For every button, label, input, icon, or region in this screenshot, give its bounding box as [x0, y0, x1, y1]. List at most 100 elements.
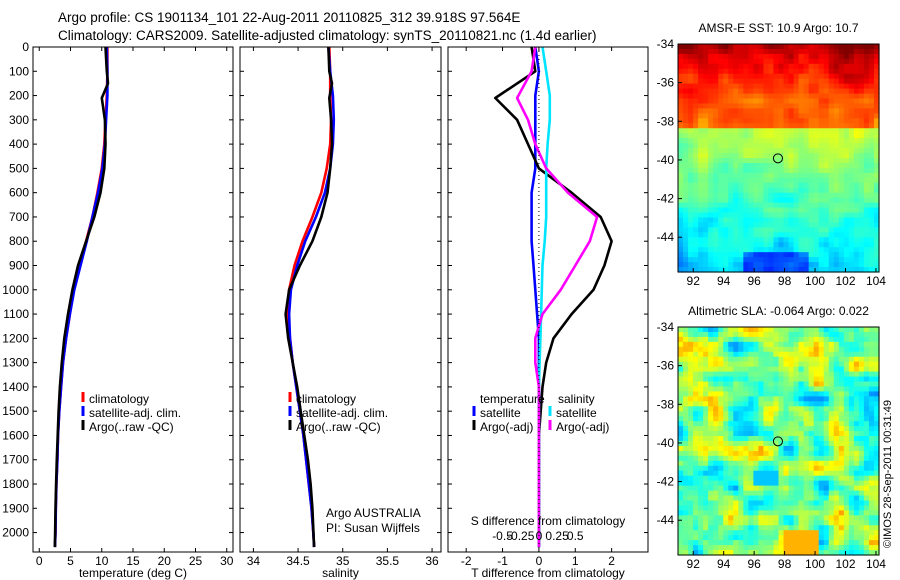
- heatmap-cell: [683, 421, 689, 427]
- heatmap-cell: [778, 505, 785, 511]
- heatmap-cell: [848, 396, 855, 402]
- heatmap-cell: [678, 336, 684, 343]
- heatmap-cell: [678, 98, 684, 105]
- heatmap-cell: [803, 431, 810, 437]
- heatmap-cell: [873, 237, 880, 243]
- heatmap-cell: [793, 520, 800, 526]
- heatmap-cell: [753, 177, 760, 184]
- heatmap-cell: [758, 202, 765, 209]
- heatmap-cell: [723, 48, 729, 55]
- heatmap-cell: [863, 262, 870, 268]
- heatmap-cell: [708, 202, 714, 209]
- heatmap-cell: [798, 242, 805, 248]
- heatmap-cell: [753, 182, 760, 189]
- heatmap-cell: [743, 376, 749, 383]
- heatmap-cell: [858, 545, 865, 551]
- heatmap-cell: [733, 53, 739, 60]
- heatmap-cell: [858, 242, 865, 248]
- heatmap-cell: [733, 535, 739, 541]
- heatmap-cell: [838, 222, 845, 228]
- heatmap-cell: [868, 341, 875, 348]
- heatmap-cell: [788, 73, 795, 80]
- y-tick-label: 1400: [2, 380, 29, 394]
- heatmap-cell: [823, 143, 830, 149]
- heatmap-cell: [798, 78, 805, 85]
- heatmap-cell: [843, 237, 850, 243]
- heatmap-cell: [803, 421, 810, 427]
- heatmap-cell: [833, 525, 840, 531]
- heatmap-cell: [703, 416, 709, 422]
- heatmap-cell: [753, 83, 760, 90]
- heatmap-cell: [698, 490, 704, 497]
- heatmap-cell: [773, 341, 780, 348]
- heatmap-cell: [763, 465, 770, 472]
- heatmap-cell: [818, 162, 825, 169]
- heatmap-cell: [793, 426, 800, 432]
- heatmap-cell: [813, 391, 820, 397]
- heatmap-cell: [798, 207, 805, 214]
- heatmap-cell: [698, 197, 704, 204]
- heatmap-cell: [773, 68, 780, 75]
- heatmap-cell: [793, 222, 800, 228]
- heatmap-cell: [708, 445, 714, 452]
- heatmap-cell: [813, 535, 820, 541]
- heatmap-cell: [743, 108, 749, 114]
- heatmap-cell: [843, 535, 850, 541]
- heatmap-cell: [778, 525, 785, 531]
- heatmap-cell: [733, 222, 739, 228]
- heatmap-cell: [773, 421, 780, 427]
- heatmap-cell: [783, 103, 790, 110]
- heatmap-cell: [733, 366, 739, 373]
- heatmap-cell: [873, 83, 880, 90]
- heatmap-cell: [858, 123, 865, 129]
- heatmap-cell: [723, 391, 729, 397]
- heatmap-cell: [813, 376, 820, 383]
- heatmap-cell: [713, 158, 719, 164]
- heatmap-cell: [683, 162, 689, 169]
- heatmap-cell: [783, 545, 790, 551]
- heatmap-cell: [733, 540, 739, 546]
- heatmap-cell: [768, 515, 775, 521]
- heatmap-cell: [793, 232, 800, 238]
- heatmap-cell: [808, 98, 815, 105]
- heatmap-cell: [713, 232, 719, 238]
- heatmap-cell: [803, 212, 810, 219]
- heatmap-cell: [848, 93, 855, 100]
- heatmap-cell: [723, 222, 729, 228]
- heatmap-cell: [843, 93, 850, 100]
- heatmap-cell: [793, 128, 800, 134]
- heatmap-cell: [723, 515, 729, 521]
- heatmap-cell: [798, 192, 805, 199]
- heatmap-cell: [838, 336, 845, 343]
- heatmap-cell: [813, 123, 820, 129]
- heatmap-cell: [763, 401, 770, 407]
- heatmap-cell: [868, 227, 875, 233]
- heatmap-cell: [688, 401, 694, 407]
- heatmap-cell: [713, 391, 719, 397]
- heatmap-cell: [818, 118, 825, 124]
- heatmap-cell: [798, 58, 805, 65]
- heatmap-cell: [728, 237, 734, 243]
- heatmap-cell: [738, 133, 744, 139]
- heatmap-cell: [808, 515, 815, 521]
- heatmap-cell: [868, 153, 875, 159]
- heatmap-cell: [828, 113, 835, 119]
- heatmap-cell: [703, 48, 709, 55]
- heatmap-cell: [743, 545, 749, 551]
- heatmap-cell: [748, 455, 754, 462]
- heatmap-cell: [773, 73, 780, 80]
- heatmap-cell: [858, 262, 865, 268]
- x-tick-label: 92: [687, 274, 701, 288]
- heatmap-cell: [808, 172, 815, 179]
- heatmap-cell: [868, 331, 875, 338]
- heatmap-cell: [868, 500, 875, 507]
- heatmap-cell: [738, 212, 744, 219]
- heatmap-cell: [723, 465, 729, 472]
- heatmap-cell: [873, 366, 880, 373]
- y-tick-label: 500: [9, 161, 29, 175]
- heatmap-cell: [858, 470, 865, 477]
- heatmap-cell: [748, 197, 754, 204]
- heatmap-cell: [768, 436, 775, 442]
- heatmap-cell: [703, 192, 709, 199]
- heatmap-cell: [783, 485, 790, 492]
